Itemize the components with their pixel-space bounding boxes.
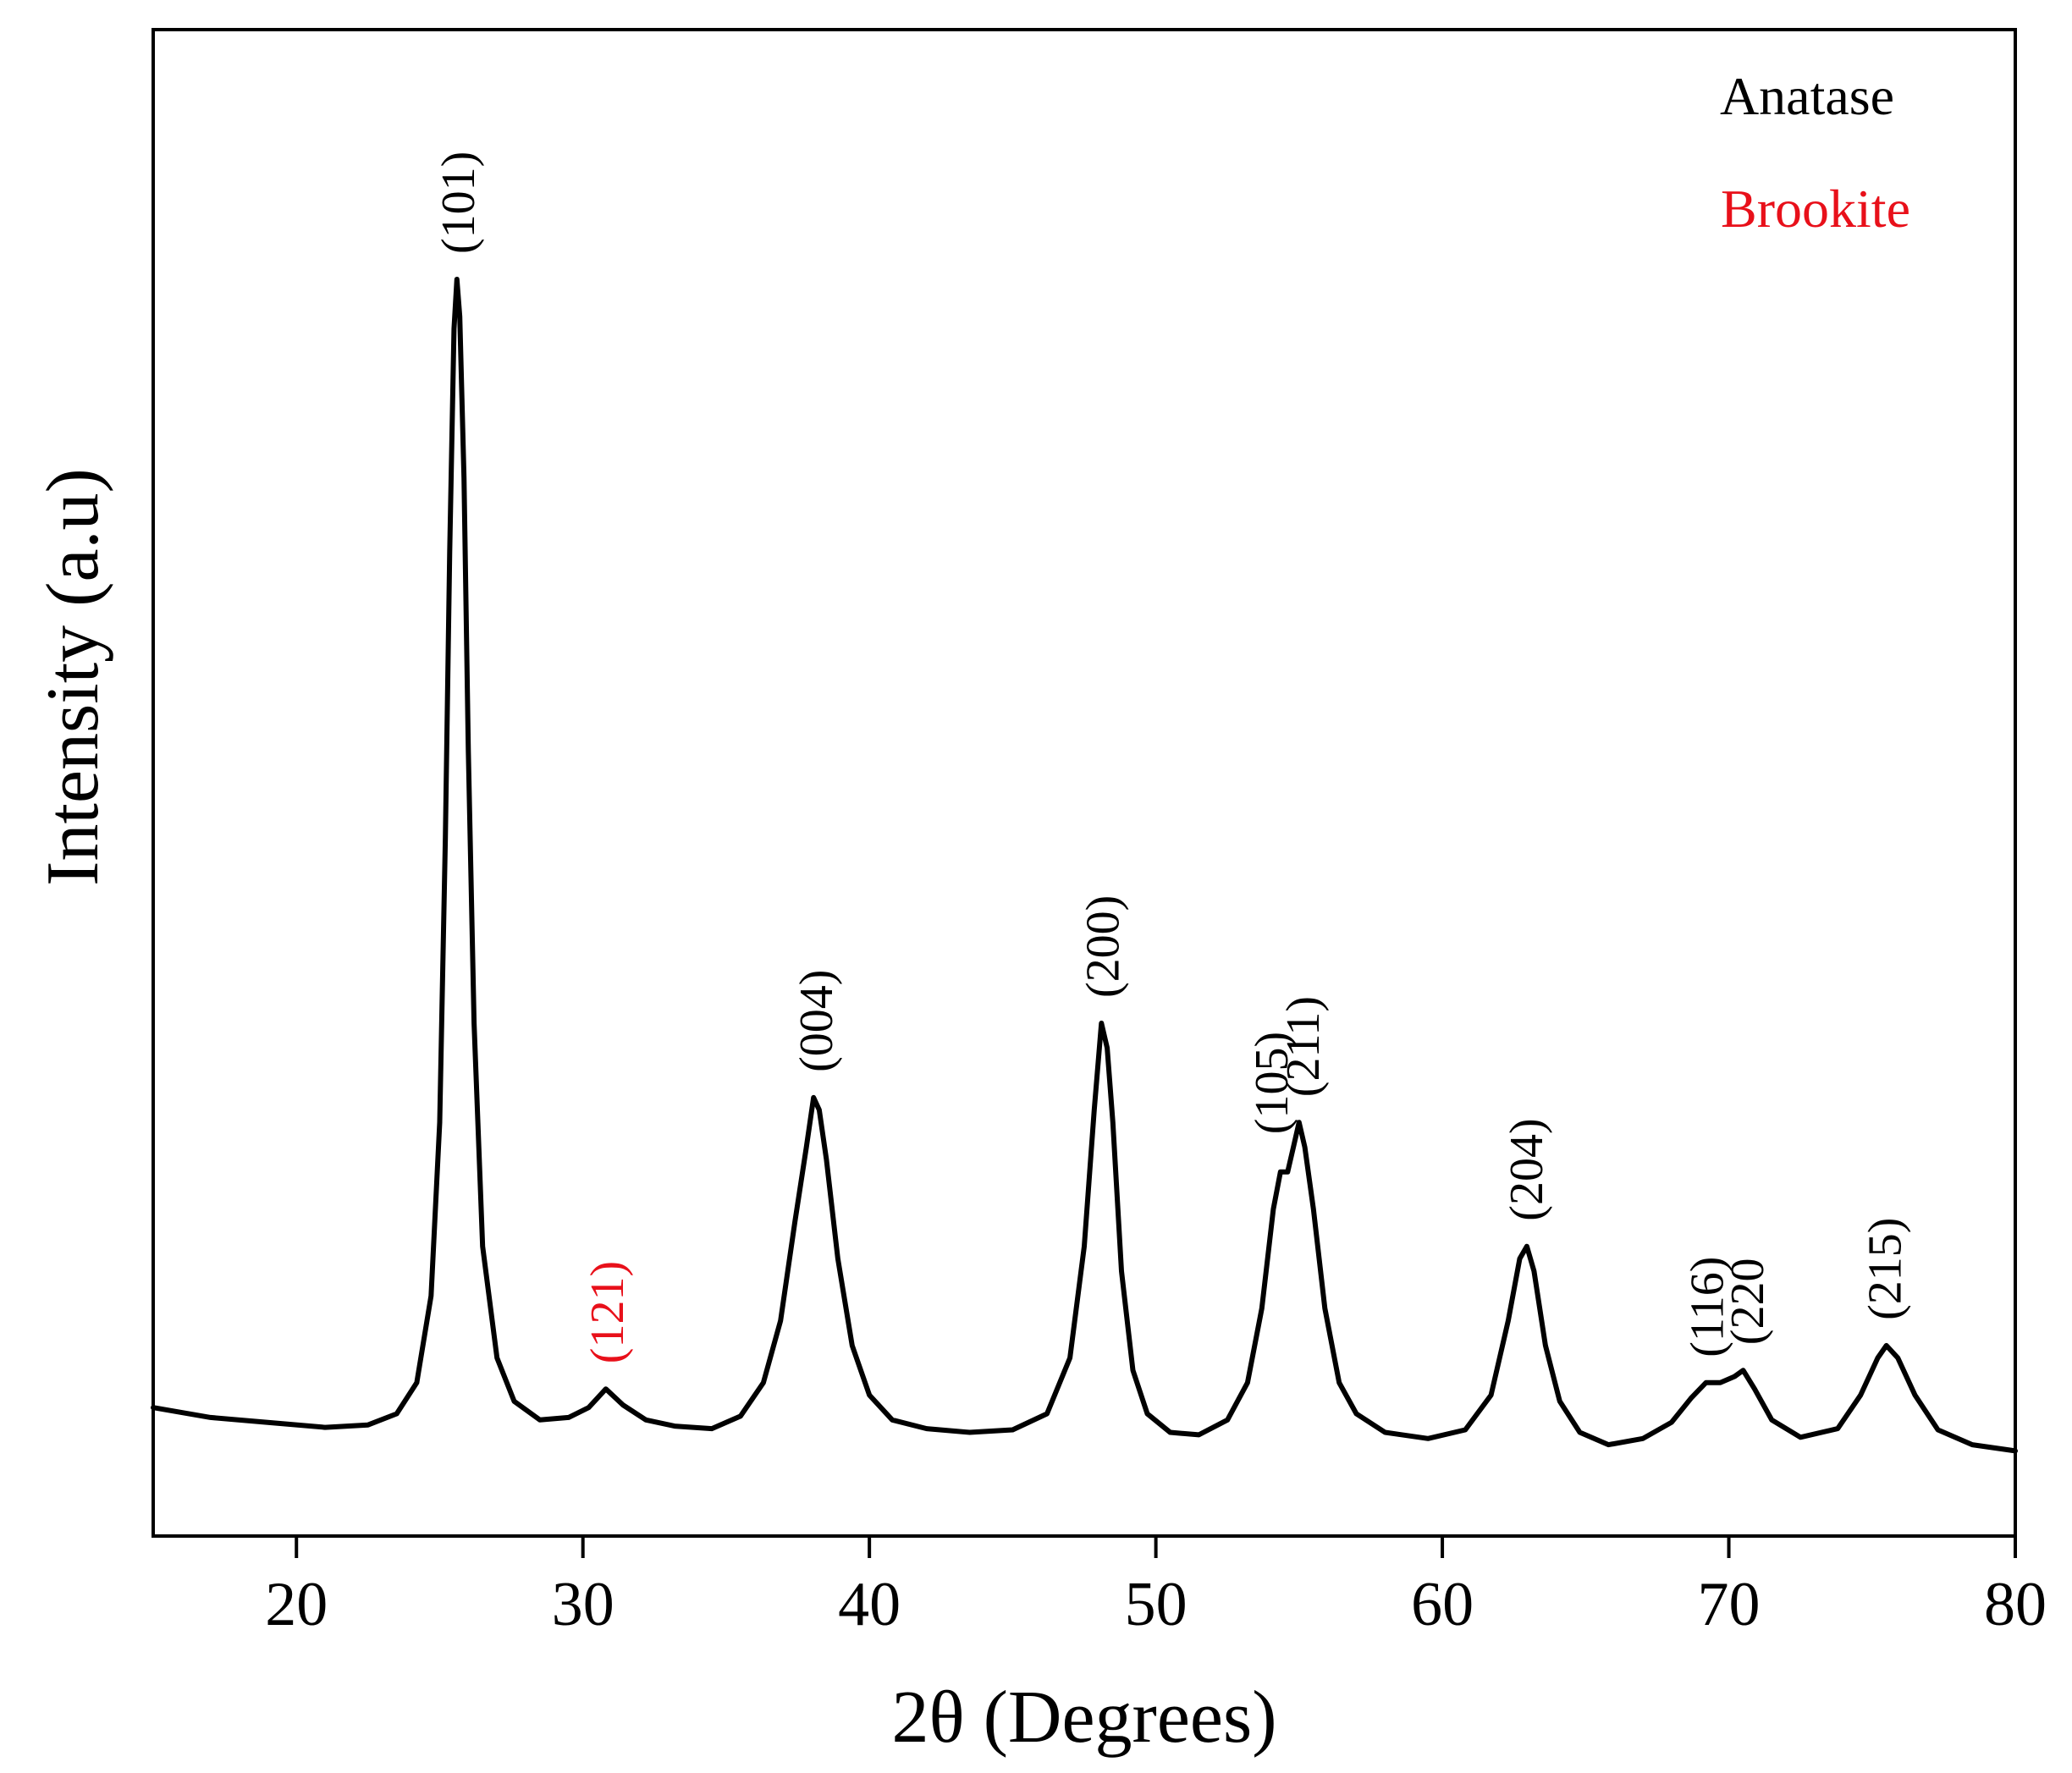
peak-label: (004)	[791, 970, 843, 1072]
peak-label: (200)	[1077, 895, 1129, 998]
peak-label: (220	[1722, 1258, 1774, 1346]
peak-label: (211)	[1277, 996, 1330, 1097]
x-axis-ticks: 20 30 40 50 60 70 80	[265, 1536, 2047, 1639]
x-tick-label: 30	[552, 1570, 614, 1639]
x-tick-label: 70	[1698, 1570, 1761, 1639]
x-tick-label: 20	[265, 1570, 328, 1639]
peak-label: (121)	[581, 1261, 634, 1363]
xrd-series-line	[151, 277, 2018, 1454]
x-tick-label: 50	[1125, 1570, 1188, 1639]
x-tick-label: 60	[1411, 1570, 1474, 1639]
peak-label: (215)	[1859, 1218, 1911, 1320]
peak-label: (116)	[1682, 1257, 1734, 1357]
peak-label: (204)	[1501, 1118, 1553, 1220]
peak-label: (105)	[1246, 1032, 1298, 1134]
x-axis-title: 2θ (Degrees)	[891, 1677, 1276, 1759]
legend-brookite: Brookite	[1721, 179, 1910, 239]
x-tick-label: 40	[838, 1570, 901, 1639]
peak-labels: (101) (121) (004) (200) (105)(211) (204) (116)…	[433, 151, 1912, 1363]
plot-frame	[152, 28, 2017, 1538]
y-axis-title: Intensity (a.u)	[32, 468, 114, 886]
legend-anatase: Anatase	[1720, 66, 1894, 126]
peak-label: (101)	[433, 151, 485, 254]
x-tick-label: 80	[1984, 1570, 2047, 1639]
